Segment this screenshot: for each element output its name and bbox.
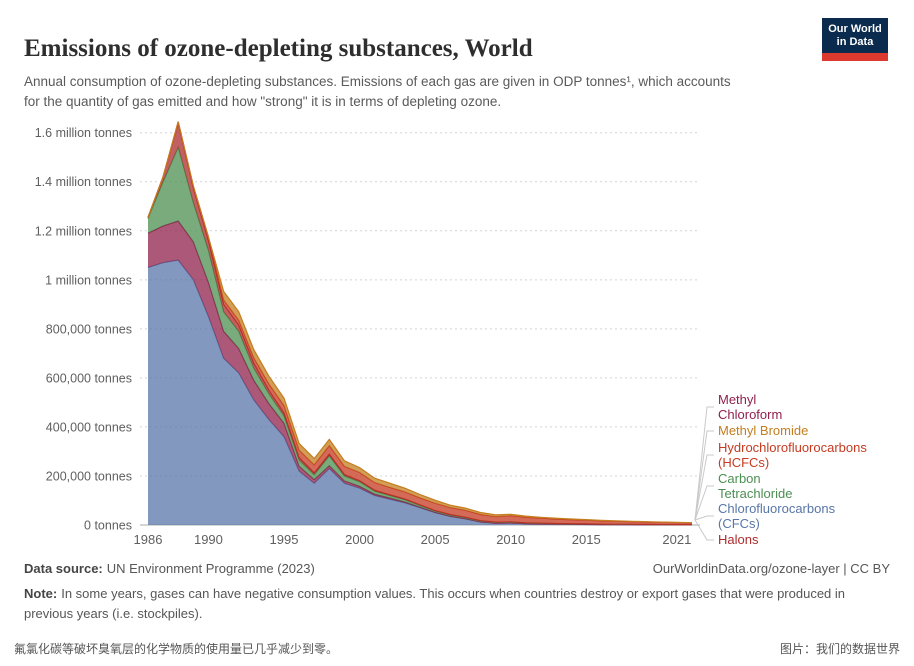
y-axis-tick-label: 800,000 tonnes: [46, 322, 132, 336]
footer-source-row: Data source: UN Environment Programme (20…: [24, 561, 890, 576]
area-line-methyl-bromide: [147, 121, 693, 524]
y-axis-tick-label: 0 tonnes: [84, 519, 132, 533]
x-axis-tick-label: 1995: [270, 532, 299, 547]
y-axis-tick-label: 200,000 tonnes: [46, 469, 132, 483]
stacked-area-chart[interactable]: 0 tonnes 200,000 tonnes 400,000 tonnes 600,…: [0, 108, 914, 560]
data-source-label: Data source:: [24, 561, 103, 576]
y-axis-tick-label: 400,000 tonnes: [46, 420, 132, 434]
y-axis-tick-label: 1.6 million tonnes: [35, 126, 132, 140]
legend-item-carbon-tetrachloride[interactable]: Carbon Tetrachloride: [718, 471, 793, 501]
x-axis-tick-label: 1990: [194, 532, 223, 547]
legend-connector-line: [694, 485, 714, 521]
chart-subtitle: Annual consumption of ozone-depleting su…: [24, 73, 731, 109]
x-axis-tick-label: 2000: [345, 532, 374, 547]
caption-left: 氟氯化碳等破坏臭氧层的化学物质的使用量已几乎减少到零。: [14, 642, 339, 656]
footer-note: Note: In some years, gases can have negat…: [24, 584, 890, 623]
owid-logo-line2: in Data: [836, 36, 874, 48]
owid-link[interactable]: OurWorldinData.org/ozone-layer | CC BY: [652, 561, 890, 576]
legend-item-hcfcs[interactable]: Hydrochlorofluorocarbons (HCFCs): [718, 440, 867, 470]
y-axis-tick-label: 1.2 million tonnes: [35, 224, 132, 238]
caption-right: 图片：我们的数据世界: [779, 642, 900, 656]
x-axis-tick-label: 2005: [421, 532, 450, 547]
y-axis-tick-label: 600,000 tonnes: [46, 371, 132, 385]
owid-logo[interactable]: Our World in Data: [822, 18, 888, 61]
data-source: Data source: UN Environment Programme (20…: [24, 561, 315, 576]
owid-logo-line1: Our World: [828, 23, 882, 35]
legend-connector-line: [694, 519, 714, 541]
note-label: Note:: [24, 586, 58, 601]
legend-item-cfcs[interactable]: Chlorofluorocarbons (CFCs): [718, 501, 836, 531]
legend-connector-line: [694, 406, 714, 521]
legend-item-methyl-bromide[interactable]: Methyl Bromide: [718, 423, 809, 438]
data-source-text: UN Environment Programme (2023): [106, 561, 315, 576]
legend-connector-line: [694, 454, 714, 521]
legend-item-halons[interactable]: Halons: [718, 532, 759, 547]
x-axis-tick-label: 2010: [496, 532, 525, 547]
page-title: Emissions of ozone-depleting substances,…: [24, 34, 533, 62]
legend-item-methyl-chloroform[interactable]: Methyl Chloroform: [718, 392, 783, 422]
area-chlorofluorocarbons-cfcs[interactable]: [148, 260, 692, 525]
x-axis-tick-label: 1986: [134, 532, 163, 547]
owid-logo-accent-bar: [822, 53, 888, 61]
legend-connector-line: [694, 515, 714, 521]
owid-logo-box: Our World in Data: [822, 18, 888, 53]
y-axis-tick-label: 1 million tonnes: [45, 273, 132, 287]
y-axis-tick-label: 1.4 million tonnes: [35, 175, 132, 189]
legend-connector-line: [694, 430, 714, 521]
caption-row: 氟氯化碳等破坏臭氧层的化学物质的使用量已几乎减少到零。 图片：我们的数据世界: [14, 640, 900, 657]
note-text: In some years, gases can have negative c…: [24, 586, 846, 621]
x-axis-tick-label: 2021: [662, 532, 691, 547]
x-axis-tick-label: 2015: [572, 532, 601, 547]
